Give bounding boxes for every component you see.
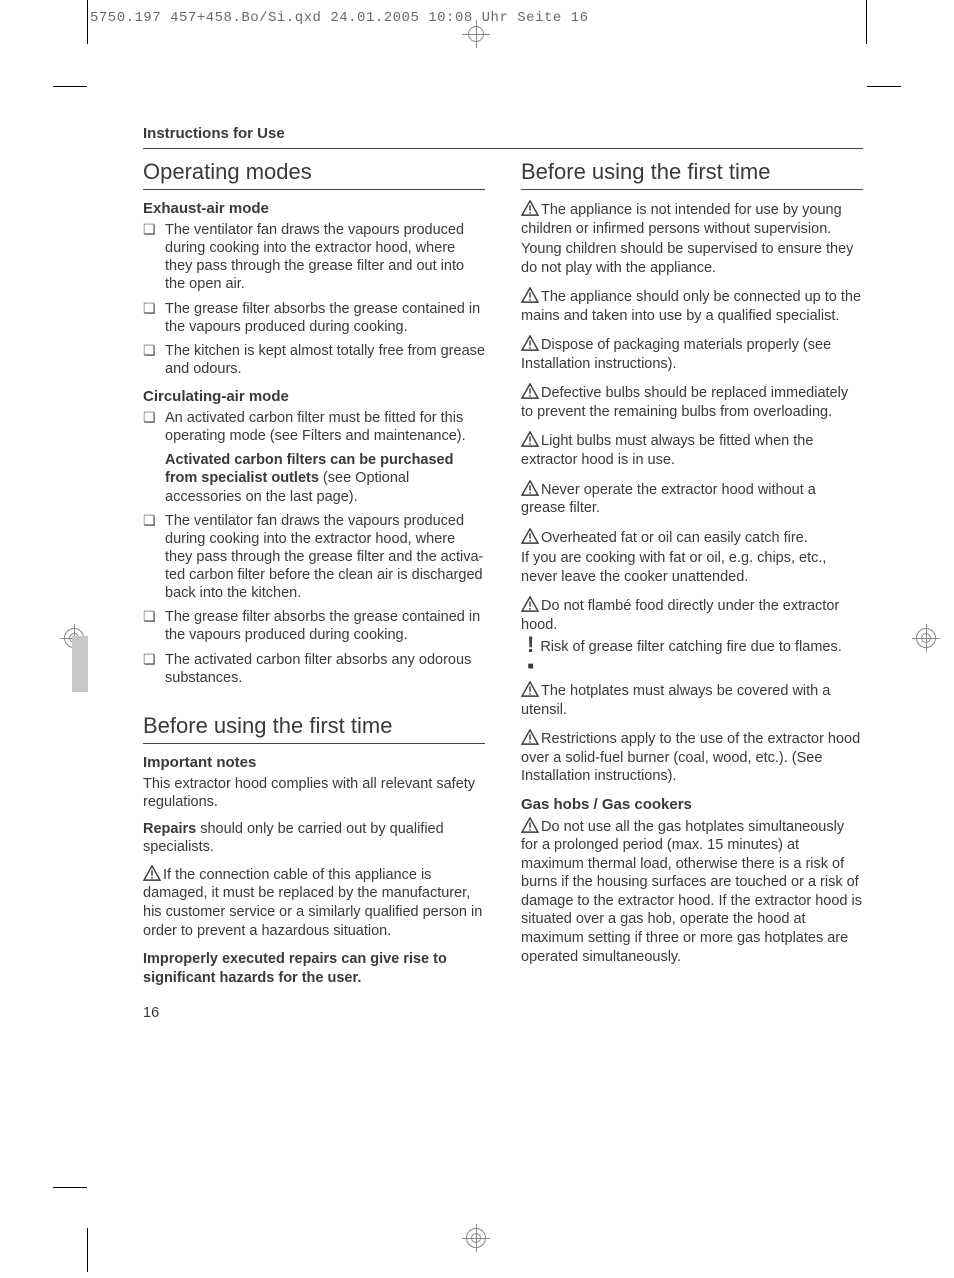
subhead-circulating: Circulating-air mode bbox=[143, 388, 485, 405]
exhaust-list: The ventilator fan draws the vapours pro… bbox=[143, 221, 485, 378]
section-before-first-time-right: Before using the first time bbox=[521, 159, 863, 190]
list-item: The ventilator fan draws the vapours pro… bbox=[143, 221, 485, 294]
warn-text: Risk of grease filter catching fire due … bbox=[540, 638, 841, 673]
subhead-important-notes: Important notes bbox=[143, 754, 485, 771]
warn-text: Restrictions apply to the use of the ext… bbox=[521, 731, 860, 784]
notes-p2: Repairs should only be carried out by qu… bbox=[143, 820, 485, 857]
list-item: The ventilator fan draws the vapours pro… bbox=[143, 512, 485, 603]
circ-list-b: The ventilator fan draws the vapours pro… bbox=[143, 512, 485, 687]
notes-p2-bold: Repairs bbox=[143, 821, 196, 837]
warn-text: Never operate the extractor hood without… bbox=[521, 482, 816, 517]
warn-text: If the connection cable of this applianc… bbox=[143, 867, 482, 939]
circ-purchase-note: Activated carbon filters can be purchase… bbox=[143, 451, 485, 505]
subhead-gas: Gas hobs / Gas cookers bbox=[521, 796, 863, 813]
warn-flambe: Do not flambé food directly under the ex… bbox=[521, 596, 863, 634]
warning-icon bbox=[143, 865, 161, 881]
warn-solid-fuel: Restrictions apply to the use of the ext… bbox=[521, 729, 863, 786]
instructions-heading: Instructions for Use bbox=[143, 125, 863, 149]
side-tab bbox=[72, 636, 88, 692]
warning-icon bbox=[521, 817, 539, 833]
warn-text: The hotplates must always be covered wit… bbox=[521, 683, 830, 718]
notes-bold-final: Improperly executed repairs can give ris… bbox=[143, 950, 485, 987]
exclamation-icon: !■ bbox=[527, 638, 534, 673]
warn-bulbs-defective: Defective bulbs should be replaced immed… bbox=[521, 383, 863, 421]
warning-icon bbox=[521, 200, 539, 216]
right-column: Before using the first time The applianc… bbox=[521, 155, 863, 1021]
crop-line bbox=[87, 0, 88, 44]
warning-icon bbox=[521, 431, 539, 447]
warning-icon bbox=[521, 383, 539, 399]
warn-grease-filter: Never operate the extractor hood without… bbox=[521, 480, 863, 518]
subhead-exhaust: Exhaust-air mode bbox=[143, 200, 485, 217]
warning-icon bbox=[521, 596, 539, 612]
circ-list-a: An activated carbon filter must be fitte… bbox=[143, 409, 485, 445]
warn-hotplates: The hotplates must always be covered wit… bbox=[521, 681, 863, 719]
warn-text: Do not flambé food directly under the ex… bbox=[521, 598, 839, 633]
warning-icon bbox=[521, 681, 539, 697]
warn-text-extra: If you are cooking with fat or oil, e.g.… bbox=[521, 549, 863, 586]
notes-p1: This extractor hood complies with all re… bbox=[143, 775, 485, 812]
page-content: Instructions for Use Operating modes Exh… bbox=[143, 125, 863, 1021]
list-item: The grease filter absorbs the grease con… bbox=[143, 608, 485, 644]
warning-icon bbox=[521, 729, 539, 745]
warn-text: Overheated fat or oil can easily catch f… bbox=[541, 530, 808, 546]
warn-text: Defective bulbs should be replaced immed… bbox=[521, 385, 848, 420]
warning-icon bbox=[521, 287, 539, 303]
warn-text: The appliance should only be connected u… bbox=[521, 289, 861, 324]
warn-overheated-fat: Overheated fat or oil can easily catch f… bbox=[521, 528, 863, 587]
crop-line bbox=[866, 0, 867, 44]
warn-flambe-risk: !■ Risk of grease filter catching fire d… bbox=[521, 638, 863, 673]
warn-packaging: Dispose of packaging materials properly … bbox=[521, 335, 863, 373]
print-header: 5750.197 457+458.Bo/Si.qxd 24.01.2005 10… bbox=[90, 10, 588, 26]
left-column: Operating modes Exhaust-air mode The ven… bbox=[143, 155, 485, 1021]
section-operating-modes: Operating modes bbox=[143, 159, 485, 190]
warn-text: Light bulbs must always be fitted when t… bbox=[521, 433, 813, 468]
circ-note-bold: Activated carbon filters can be purchase… bbox=[165, 452, 453, 486]
crop-line bbox=[53, 86, 87, 87]
warn-gas-hotplates: Do not use all the gas hotplates simulta… bbox=[521, 817, 863, 966]
registration-target-right bbox=[912, 624, 940, 652]
warning-icon bbox=[521, 480, 539, 496]
warn-text: Do not use all the gas hotplates simulta… bbox=[521, 819, 862, 965]
warning-icon bbox=[521, 528, 539, 544]
warn-connection-cable: If the connection cable of this applianc… bbox=[143, 865, 485, 940]
crop-line bbox=[53, 1187, 87, 1188]
registration-target-top bbox=[462, 20, 490, 48]
crop-line bbox=[87, 1228, 88, 1272]
warning-icon bbox=[521, 335, 539, 351]
warn-mains: The appliance should only be connected u… bbox=[521, 287, 863, 325]
section-before-first-time-left: Before using the first time bbox=[143, 713, 485, 744]
list-item: The kitchen is kept almost totally free … bbox=[143, 342, 485, 378]
page-number: 16 bbox=[143, 1005, 485, 1021]
warn-bulbs-fitted: Light bulbs must always be fitted when t… bbox=[521, 431, 863, 469]
warn-text: Dispose of packaging materials properly … bbox=[521, 337, 831, 372]
list-item: The activated carbon filter absorbs any … bbox=[143, 651, 485, 687]
crop-line bbox=[867, 86, 901, 87]
warn-text-extra: Young children should be supervised to e… bbox=[521, 240, 863, 277]
list-item: The grease filter absorbs the grease con… bbox=[143, 300, 485, 336]
warn-children: The appliance is not intended for use by… bbox=[521, 200, 863, 277]
registration-target-bottom bbox=[462, 1224, 490, 1252]
list-item: An activated carbon filter must be fitte… bbox=[143, 409, 485, 445]
warn-text: The appliance is not intended for use by… bbox=[521, 202, 842, 237]
